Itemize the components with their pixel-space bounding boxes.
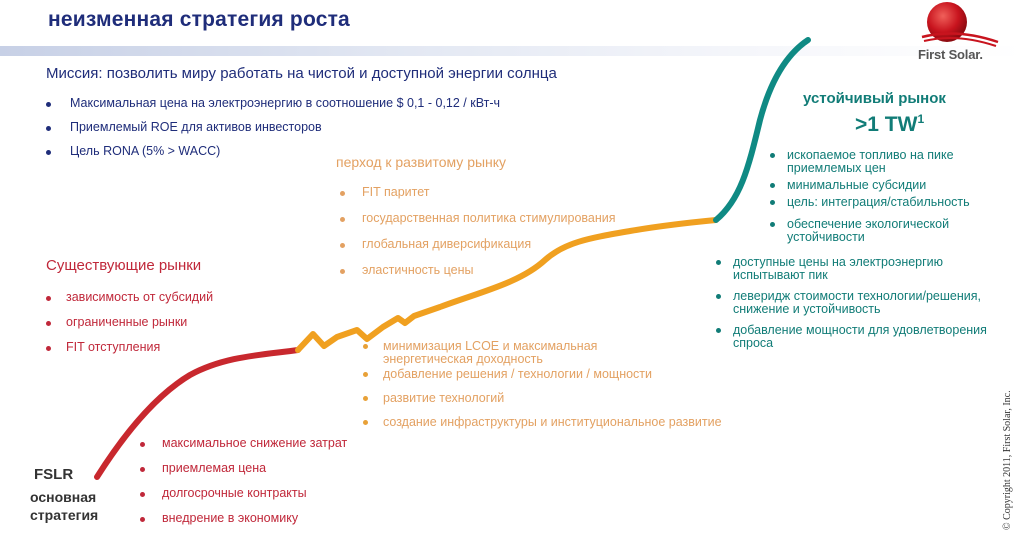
sun-logo-icon: [921, 2, 999, 47]
bullet-icon: [770, 222, 775, 227]
sustainable-actions-list: доступные цены на электроэнергию испытыв…: [716, 256, 1023, 354]
list-item: Цель RONA (5% > WACC): [46, 144, 500, 168]
bullet-icon: [363, 344, 368, 349]
list-item: создание инфраструктуры и институциональ…: [363, 416, 722, 440]
bullet-icon: [340, 243, 345, 248]
title-rule: [0, 46, 1024, 56]
list-item: Максимальная цена на электроэнергию в со…: [46, 96, 500, 120]
curve-red-segment: [94, 347, 301, 480]
bullet-icon: [770, 153, 775, 158]
bullet-icon: [140, 442, 145, 447]
bullet-icon: [340, 217, 345, 222]
bullet-icon: [770, 200, 775, 205]
mission-bullets: Максимальная цена на электроэнергию в со…: [46, 96, 500, 168]
bullet-icon: [140, 517, 145, 522]
list-item: ископаемое топливо на пике приемлемых це…: [770, 149, 1012, 179]
existing-markets-heading: Существующие рынки: [46, 257, 202, 274]
bullet-icon: [340, 269, 345, 274]
list-item: внедрение в экономику: [140, 511, 347, 536]
bullet-icon: [716, 294, 721, 299]
list-item: FIT паритет: [340, 185, 616, 211]
list-item: приемлемая цена: [140, 461, 347, 486]
bullet-icon: [340, 191, 345, 196]
bullet-icon: [363, 372, 368, 377]
bullet-icon: [46, 346, 51, 351]
bullet-icon: [46, 150, 51, 155]
bullet-icon: [46, 126, 51, 131]
list-item: добавление мощности для удовлетворения с…: [716, 324, 1023, 354]
list-item: долгосрочные контракты: [140, 486, 347, 511]
transition-heading: перход к развитому рынку: [336, 154, 507, 170]
list-item: эластичность цены: [340, 263, 616, 289]
bullet-icon: [46, 102, 51, 107]
list-item: доступные цены на электроэнергию испытыв…: [716, 256, 1013, 290]
transition-actions-list: минимизация LCOE и максимальная энергети…: [363, 340, 722, 440]
bullet-icon: [363, 396, 368, 401]
core-strategy-label: основная стратегия: [30, 489, 99, 523]
bullet-icon: [46, 321, 51, 326]
list-item: зависимость от субсидий: [46, 290, 213, 315]
mission-statement: Миссия: позволить миру работать на чисто…: [46, 65, 557, 82]
bullet-icon: [770, 183, 775, 188]
bullet-icon: [140, 492, 145, 497]
bullet-icon: [140, 467, 145, 472]
bullet-icon: [46, 296, 51, 301]
list-item: минимальные субсидии: [770, 179, 1012, 196]
core-strategy-list: максимальное снижение затрат приемлемая …: [140, 436, 347, 536]
list-item: цель: интеграция/стабильность: [770, 196, 1012, 218]
copyright-notice: © Copyright 2011, First Solar, Inc.: [1002, 390, 1013, 530]
list-item: добавление решения / технологии / мощнос…: [363, 368, 722, 392]
list-item: глобальная диверсификация: [340, 237, 616, 263]
list-item: минимизация LCOE и максимальная энергети…: [363, 340, 643, 368]
sustainable-market-heading: устойчивый рынок: [803, 90, 946, 107]
bullet-icon: [716, 328, 721, 333]
list-item: максимальное снижение затрат: [140, 436, 347, 461]
list-item: государственная политика стимулирования: [340, 211, 616, 237]
first-solar-logo: [912, 0, 1012, 64]
transition-list: FIT паритет государственная политика сти…: [340, 185, 616, 289]
list-item: Приемлемый ROE для активов инвесторов: [46, 120, 500, 144]
list-item: развитие технологий: [363, 392, 722, 416]
curve-orange-segment: [295, 217, 719, 353]
bullet-icon: [363, 420, 368, 425]
page-title: неизменная стратегия роста: [48, 8, 350, 31]
list-item: FIT отступления: [46, 340, 213, 365]
list-item: обеспечение экологической устойчивости: [770, 218, 1012, 248]
curve-teal-segment: [713, 37, 811, 223]
capacity-target: >1 TW1: [855, 112, 925, 136]
existing-markets-list: зависимость от субсидий ограниченные рын…: [46, 290, 213, 365]
bullet-icon: [716, 260, 721, 265]
list-item: леверидж стоимости технологии/решения, с…: [716, 290, 1023, 324]
fslr-label: FSLR: [34, 466, 74, 483]
list-item: ограниченные рынки: [46, 315, 213, 340]
sustainable-market-list: ископаемое топливо на пике приемлемых це…: [770, 149, 1012, 248]
logo-text: First Solar.: [918, 47, 983, 62]
